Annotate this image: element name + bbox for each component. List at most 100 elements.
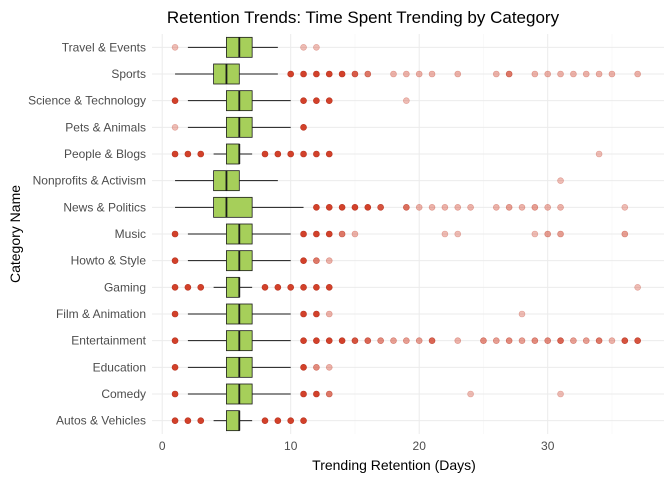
outlier-point xyxy=(300,364,307,371)
outlier-point xyxy=(287,150,295,158)
outlier-point xyxy=(518,310,526,318)
outlier-point xyxy=(261,284,269,291)
outlier-point xyxy=(570,337,577,344)
y-tick-label: Nonprofits & Activism xyxy=(33,174,146,188)
outlier-point xyxy=(557,230,564,238)
box-group xyxy=(175,170,278,192)
outlier-point xyxy=(467,204,474,211)
outlier-point xyxy=(184,417,192,424)
box-group xyxy=(213,276,253,298)
outlier-point xyxy=(390,70,397,78)
y-tick-label: Pets & Animals xyxy=(65,120,146,134)
outlier-layer xyxy=(171,44,641,424)
outlier-point xyxy=(582,337,590,344)
outlier-point xyxy=(325,150,333,158)
box-group xyxy=(187,90,291,112)
y-tick-label: Sports xyxy=(111,67,146,81)
outlier-point xyxy=(313,337,320,344)
outlier-point xyxy=(313,284,320,291)
outlier-point xyxy=(634,70,641,78)
outlier-point xyxy=(261,417,269,424)
outlier-point xyxy=(171,257,179,264)
outlier-point xyxy=(274,284,282,291)
y-tick-label: Science & Technology xyxy=(28,94,146,108)
y-tick-label: News & Politics xyxy=(63,200,146,214)
outlier-point xyxy=(557,177,564,184)
outlier-point xyxy=(492,204,500,211)
outlier-point xyxy=(403,204,410,211)
x-tick-label: 30 xyxy=(541,439,555,453)
outlier-point xyxy=(338,204,346,211)
outlier-point xyxy=(492,337,500,344)
outlier-point xyxy=(313,97,320,104)
outlier-point xyxy=(171,390,179,398)
box-iqr xyxy=(213,196,253,218)
outlier-point xyxy=(325,97,333,104)
x-tick-labels: 0 10 20 30 xyxy=(159,439,555,453)
outlier-point xyxy=(454,204,462,211)
outlier-point xyxy=(287,70,295,78)
outlier-point xyxy=(300,44,307,51)
outlier-point xyxy=(325,257,333,264)
box-group xyxy=(187,36,278,58)
outlier-point xyxy=(595,70,603,78)
outlier-point xyxy=(582,70,590,78)
outlier-point xyxy=(351,204,359,211)
outlier-point xyxy=(364,337,372,344)
outlier-point xyxy=(403,97,410,104)
y-tick-label: Entertainment xyxy=(71,334,146,348)
outlier-point xyxy=(403,337,410,344)
outlier-point xyxy=(595,337,603,344)
outlier-point xyxy=(171,44,179,51)
box-iqr xyxy=(226,143,240,165)
outlier-point xyxy=(197,417,205,424)
outlier-point xyxy=(634,337,641,344)
outlier-point xyxy=(338,230,346,238)
outlier-point xyxy=(518,204,526,211)
outlier-point xyxy=(364,204,372,211)
outlier-point xyxy=(505,70,513,78)
outlier-point xyxy=(505,204,513,211)
outlier-point xyxy=(364,70,372,78)
y-tick-label: Film & Animation xyxy=(56,307,146,321)
outlier-point xyxy=(300,417,307,424)
outlier-point xyxy=(287,284,295,291)
outlier-point xyxy=(377,204,384,211)
outlier-point xyxy=(531,204,539,211)
outlier-point xyxy=(325,364,333,371)
outlier-point xyxy=(595,150,603,158)
y-tick-label: People & Blogs xyxy=(64,147,146,161)
box-iqr xyxy=(226,410,240,432)
outlier-point xyxy=(415,337,423,344)
outlier-point xyxy=(390,337,397,344)
outlier-point xyxy=(171,337,179,344)
outlier-point xyxy=(325,337,333,344)
outlier-point xyxy=(300,257,307,264)
outlier-point xyxy=(351,337,359,344)
y-tick-label: Autos & Vehicles xyxy=(56,414,146,428)
outlier-point xyxy=(531,337,539,344)
outlier-point xyxy=(428,337,436,344)
outlier-point xyxy=(325,310,333,318)
outlier-point xyxy=(544,230,552,238)
outlier-point xyxy=(171,284,179,291)
box-group xyxy=(187,116,291,138)
outlier-point xyxy=(454,70,462,78)
outlier-point xyxy=(608,337,616,344)
outlier-point xyxy=(557,204,564,211)
outlier-point xyxy=(518,337,526,344)
outlier-point xyxy=(313,150,320,158)
outlier-point xyxy=(171,417,179,424)
outlier-point xyxy=(621,337,629,344)
outlier-point xyxy=(197,284,205,291)
outlier-point xyxy=(338,337,346,344)
y-axis-title: Category Name xyxy=(7,185,23,283)
box-group xyxy=(187,383,291,405)
outlier-point xyxy=(325,230,333,238)
outlier-point xyxy=(557,390,564,398)
outlier-point xyxy=(454,337,462,344)
outlier-point xyxy=(608,70,616,78)
outlier-point xyxy=(428,70,436,78)
outlier-point xyxy=(351,70,359,78)
